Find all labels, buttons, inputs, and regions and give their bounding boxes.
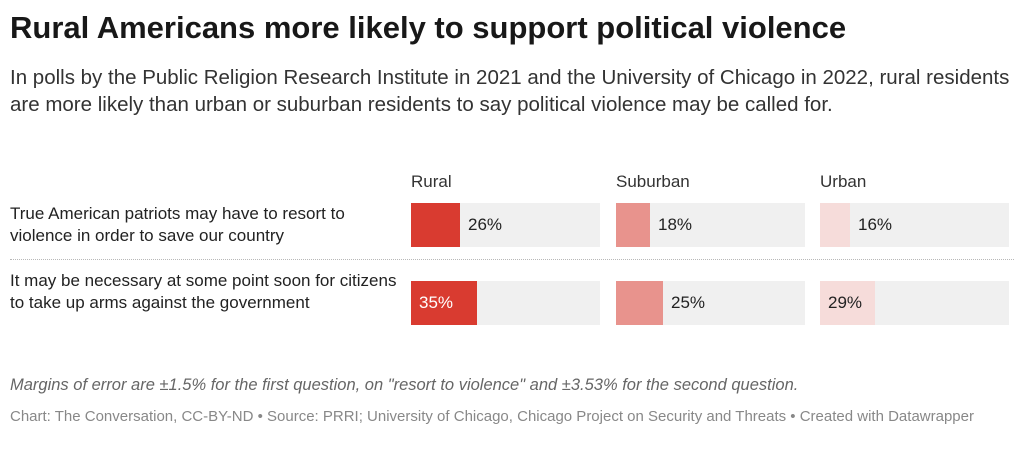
bar-value-label: 16%	[858, 215, 893, 234]
column-header-urban: Urban	[820, 172, 867, 191]
bar-track: 25%	[616, 281, 805, 325]
row-label: True American patriots may have to resor…	[10, 204, 345, 245]
column-header-rural: Rural	[411, 172, 452, 191]
row-label: It may be necessary at some point soon f…	[10, 271, 397, 312]
bar-suburban	[616, 281, 663, 325]
row-divider	[10, 259, 1014, 260]
bar-value-label: 25%	[671, 293, 706, 312]
bar-value-label: 18%	[658, 215, 693, 234]
bar-urban	[820, 281, 875, 325]
bar-track: 18%	[616, 203, 805, 247]
chart-title: Rural Americans more likely to support p…	[10, 10, 847, 45]
bar-value-label: 29%	[828, 293, 863, 312]
bar-track: 16%	[820, 203, 1009, 247]
bar-track: 29%	[820, 281, 1009, 325]
bar-suburban	[616, 203, 650, 247]
bar-urban	[820, 203, 850, 247]
bar-value-label: 35%	[419, 293, 454, 312]
chart-footer: Chart: The Conversation, CC-BY-ND • Sour…	[10, 408, 974, 425]
chart-subtitle: In polls by the Public Religion Research…	[10, 66, 1010, 116]
bar-value-label: 26%	[468, 215, 503, 234]
bar-rural	[411, 281, 477, 325]
bar-rural	[411, 203, 460, 247]
bar-track: 35%	[411, 281, 600, 325]
chart-notes: Margins of error are ±1.5% for the first…	[10, 376, 799, 394]
column-header-suburban: Suburban	[616, 172, 690, 191]
bar-track: 26%	[411, 203, 600, 247]
